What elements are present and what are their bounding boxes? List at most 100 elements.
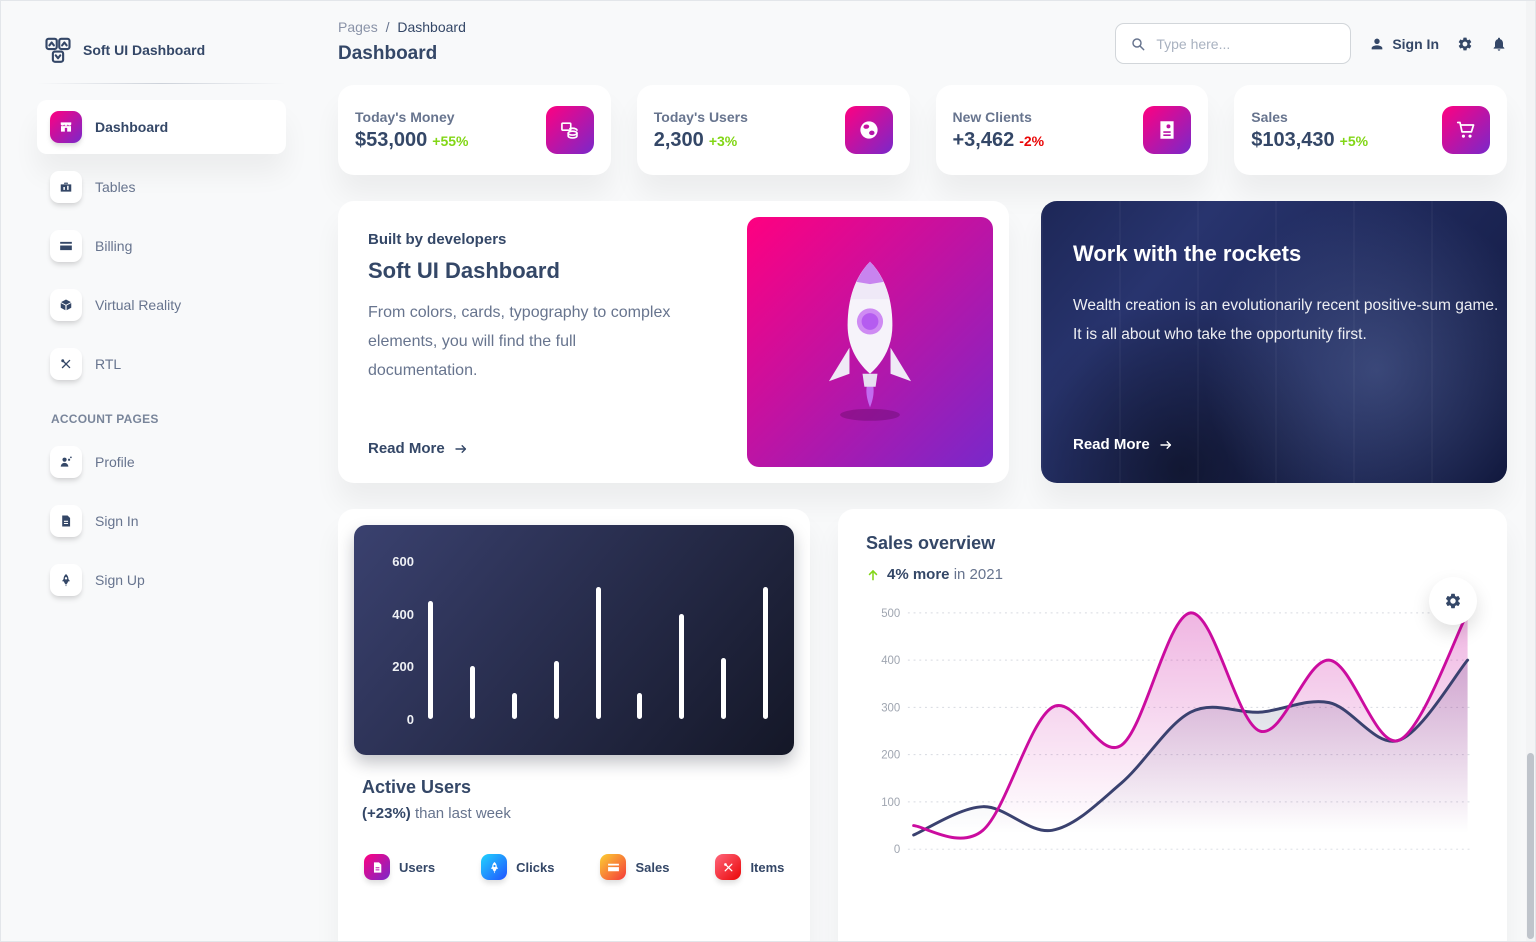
topbar: Pages / Dashboard Dashboard Sign In bbox=[338, 19, 1507, 65]
breadcrumb: Pages / Dashboard bbox=[338, 19, 466, 35]
sidebar: Soft UI Dashboard Dashboard Tables Billi… bbox=[1, 1, 306, 941]
active-users-title: Active Users bbox=[362, 777, 472, 797]
sales-overview-highlight: 4% more bbox=[887, 566, 950, 583]
sales-overview-subtitle-text: in 2021 bbox=[949, 566, 1003, 583]
rocket-illustration-panel bbox=[747, 217, 993, 467]
main-content: Pages / Dashboard Dashboard Sign In bbox=[306, 1, 1535, 941]
bar-tick-label: 600 bbox=[392, 554, 414, 569]
scrollbar-thumb[interactable] bbox=[1527, 753, 1534, 939]
sidebar-item-sign-in[interactable]: Sign In bbox=[37, 495, 286, 547]
bar bbox=[637, 692, 643, 719]
document-icon bbox=[50, 505, 82, 537]
sidebar-item-label: Billing bbox=[95, 238, 133, 254]
sidebar-item-label: Sign Up bbox=[95, 572, 145, 588]
svg-text:500: 500 bbox=[881, 607, 901, 620]
promo-body: From colors, cards, typography to comple… bbox=[368, 304, 671, 379]
stat-text: Today's Users 2,300 +3% bbox=[654, 109, 748, 152]
sidebar-item-sign-up[interactable]: Sign Up bbox=[37, 554, 286, 606]
stat-value: 2,300 bbox=[653, 128, 704, 151]
bar-axis-ticks: 600 400 200 0 bbox=[378, 554, 414, 727]
read-more-label: Read More bbox=[1073, 436, 1150, 453]
active-users-delta: (+23%) bbox=[362, 805, 411, 822]
sidebar-divider bbox=[37, 83, 286, 84]
sidebar-section-title: ACCOUNT PAGES bbox=[51, 412, 159, 426]
bar bbox=[763, 587, 768, 719]
legend-label: Items bbox=[750, 859, 785, 875]
gear-icon bbox=[1444, 592, 1462, 610]
stats-row: Today's Money $53,000 +55% Today's Users … bbox=[338, 85, 1507, 175]
rocket-3d-icon bbox=[814, 258, 926, 426]
stat-text: New Clients +3,462 -2% bbox=[953, 109, 1045, 152]
brand-label: Soft UI Dashboard bbox=[83, 42, 206, 58]
document-icon bbox=[364, 854, 390, 880]
sidebar-nav: Dashboard Tables Billing Virtual Reality bbox=[37, 100, 286, 606]
cube-icon bbox=[50, 289, 82, 321]
rockets-read-more-link[interactable]: Read More bbox=[1073, 436, 1475, 453]
sidebar-item-dashboard[interactable]: Dashboard bbox=[37, 100, 286, 154]
settings-gear-icon[interactable] bbox=[1457, 36, 1473, 52]
tools-icon bbox=[50, 348, 82, 380]
credit-card-icon bbox=[50, 230, 82, 262]
promo-read-more-link[interactable]: Read More bbox=[368, 440, 739, 457]
active-users-subtitle-text: than last week bbox=[410, 805, 511, 822]
brand[interactable]: Soft UI Dashboard bbox=[37, 27, 286, 83]
legend-item-items: Items bbox=[715, 854, 784, 880]
legend-item-sales: Sales bbox=[600, 854, 669, 880]
stat-label: Today's Users bbox=[653, 108, 748, 125]
table-icon bbox=[50, 171, 82, 203]
middle-row: Built by developers Soft UI Dashboard Fr… bbox=[338, 201, 1507, 483]
promo-eyebrow: Built by developers bbox=[368, 231, 507, 248]
read-more-label: Read More bbox=[368, 440, 445, 457]
topbar-controls: Sign In bbox=[1115, 19, 1507, 64]
sales-overview-title: Sales overview bbox=[866, 533, 996, 553]
active-users-bar-chart: 600 400 200 0 bbox=[354, 525, 794, 755]
breadcrumb-block: Pages / Dashboard Dashboard bbox=[338, 19, 466, 65]
rocket-icon bbox=[50, 564, 82, 596]
stat-card-todays-money: Today's Money $53,000 +55% bbox=[338, 85, 611, 175]
breadcrumb-root[interactable]: Pages bbox=[338, 19, 378, 35]
search-box bbox=[1115, 23, 1352, 64]
legend-label: Users bbox=[399, 859, 436, 875]
sidebar-item-billing[interactable]: Billing bbox=[37, 220, 286, 272]
search-icon bbox=[1130, 36, 1146, 52]
sign-in-button[interactable]: Sign In bbox=[1369, 36, 1439, 52]
stat-card-todays-users: Today's Users 2,300 +3% bbox=[636, 85, 910, 175]
chart-settings-button[interactable] bbox=[1429, 577, 1477, 625]
sidebar-item-label: RTL bbox=[95, 356, 122, 372]
search-input[interactable] bbox=[1156, 35, 1338, 52]
svg-text:0: 0 bbox=[894, 843, 901, 856]
promo-card: Built by developers Soft UI Dashboard Fr… bbox=[338, 201, 1009, 483]
stat-value: $103,430 bbox=[1251, 128, 1335, 151]
stat-text: Today's Money $53,000 +55% bbox=[355, 109, 469, 152]
stat-value: +3,462 bbox=[952, 128, 1015, 151]
stat-text: Sales $103,430 +5% bbox=[1251, 109, 1368, 152]
rocket-icon bbox=[481, 854, 508, 880]
stat-delta: +5% bbox=[1339, 132, 1369, 149]
arrow-right-icon bbox=[1159, 438, 1173, 452]
sales-overview-subtitle: 4% more in 2021 bbox=[866, 566, 1479, 583]
person-badge-icon bbox=[50, 446, 82, 478]
globe-icon bbox=[844, 106, 893, 154]
promo-text: Built by developers Soft UI Dashboard Fr… bbox=[354, 217, 747, 467]
rockets-title: Work with the rockets bbox=[1073, 241, 1302, 266]
sidebar-item-label: Profile bbox=[95, 454, 135, 470]
sidebar-item-virtual-reality[interactable]: Virtual Reality bbox=[37, 279, 286, 331]
coins-icon bbox=[545, 106, 594, 154]
active-users-legend: Users Clicks Sales bbox=[364, 854, 794, 880]
active-users-card: 600 400 200 0 Active Users (+23%) than last… bbox=[338, 509, 810, 941]
svg-text:100: 100 bbox=[881, 796, 901, 809]
sidebar-item-profile[interactable]: Profile bbox=[37, 436, 286, 488]
bottom-row: 600 400 200 0 Active Users (+23%) than last… bbox=[338, 509, 1507, 941]
bars-track bbox=[428, 561, 768, 719]
svg-text:300: 300 bbox=[881, 701, 901, 714]
scrollbar-track[interactable] bbox=[1526, 1, 1535, 941]
brand-logo-icon bbox=[43, 35, 73, 65]
notifications-bell-icon[interactable] bbox=[1491, 36, 1507, 52]
stat-label: Sales bbox=[1251, 108, 1288, 125]
sidebar-item-rtl[interactable]: RTL bbox=[37, 338, 286, 390]
bar bbox=[428, 600, 433, 719]
bar-tick-label: 400 bbox=[392, 606, 414, 622]
sidebar-item-tables[interactable]: Tables bbox=[37, 161, 286, 213]
stat-label: Today's Money bbox=[355, 108, 455, 125]
